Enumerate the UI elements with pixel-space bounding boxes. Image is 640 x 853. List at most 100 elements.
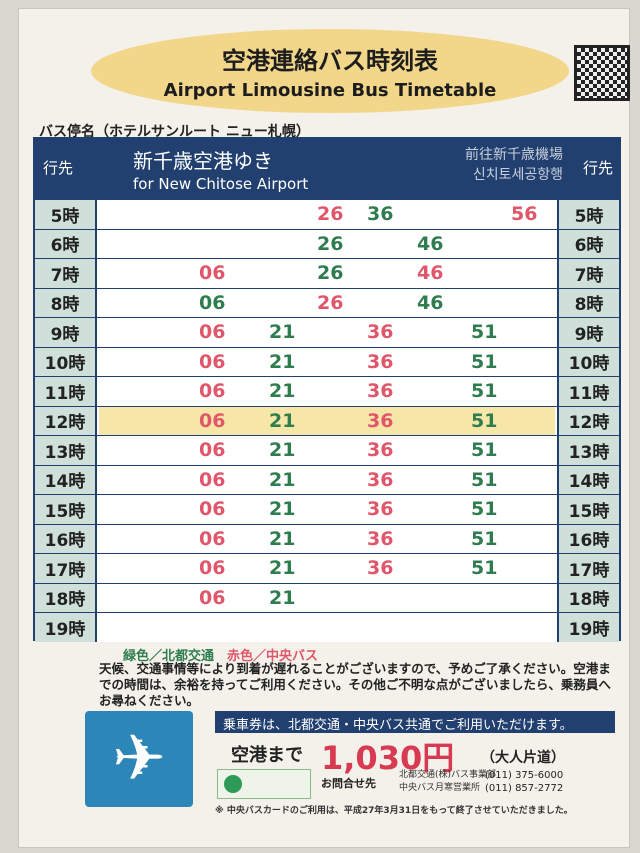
hour-label-left: 17時 <box>35 554 97 583</box>
departures: 06 26 46 <box>99 259 555 288</box>
departures: 26 36 56 <box>99 200 555 229</box>
table-row: 5時 26 36 56 5時 <box>35 199 619 229</box>
dest-label-left: 行先 <box>43 159 74 177</box>
hour-label-right: 8時 <box>557 288 619 317</box>
departure-minute-chuo: 06 <box>199 527 226 550</box>
hour-label-left: 8時 <box>35 288 97 317</box>
hour-label-left: 5時 <box>35 200 97 229</box>
departure-minute-hokuto: 51 <box>471 498 498 520</box>
dest-ko: 신치토세공항행 <box>472 167 563 183</box>
departure-minute-hokuto: 26 <box>317 232 344 255</box>
departure-minute-chuo: 06 <box>199 557 226 579</box>
hour-label-right: 12時 <box>557 406 619 435</box>
departure-minute-hokuto: 51 <box>471 409 498 432</box>
fare-price: 1,030円 <box>321 739 455 777</box>
hour-label-right: 13時 <box>557 436 619 465</box>
departure-minute-hokuto: 21 <box>269 350 296 373</box>
ticket-banner: 乗車券は、北都交通・中央バス共通でご利用いただけます。 <box>215 711 615 733</box>
departure-minute-hokuto: 21 <box>269 527 296 550</box>
departure-minute-chuo: 06 <box>199 586 226 609</box>
departure-minute-hokuto: 21 <box>269 380 296 402</box>
dest-other-langs: 前往新千歳機場 신치토세공항행 <box>465 145 563 185</box>
legend-chuo: 赤色／中央バス <box>227 649 319 664</box>
departures: 06 26 46 <box>99 289 555 318</box>
departure-minute-chuo: 56 <box>511 203 538 225</box>
departure-minute-hokuto: 51 <box>471 380 498 402</box>
departure-minute-hokuto: 21 <box>269 557 296 579</box>
departure-minute-chuo: 36 <box>367 350 394 373</box>
hour-label-right: 6時 <box>557 229 619 258</box>
hour-label-left: 6時 <box>35 229 97 258</box>
contact-label: お問合せ先 <box>321 777 376 790</box>
hour-label-right: 11時 <box>557 377 619 406</box>
hour-label-left: 13時 <box>35 436 97 465</box>
phone-2: (011) 857-2772 <box>485 783 564 794</box>
hour-label-left: 15時 <box>35 495 97 524</box>
departures <box>99 613 555 642</box>
dest-label-right: 行先 <box>582 159 613 177</box>
departures: 06 21 36 51 <box>99 466 555 495</box>
departure-minute-chuo: 36 <box>367 409 394 432</box>
departure-minute-chuo: 46 <box>417 262 444 284</box>
qr-code-icon <box>574 45 630 101</box>
departure-minute-chuo: 26 <box>317 291 344 314</box>
hour-label-left: 14時 <box>35 465 97 494</box>
departures: 06 21 36 51 <box>99 525 555 554</box>
departure-minute-chuo: 36 <box>367 439 394 461</box>
departure-minute-hokuto: 36 <box>367 203 394 225</box>
dest-en: for New Chitose Airport <box>133 175 309 193</box>
hour-label-right: 18時 <box>557 583 619 612</box>
contact-phones: (011) 375-6000 (011) 857-2772 <box>485 769 563 795</box>
contact-offices: 北都交通(株)バス事業部 中央バス月寒営業所 <box>399 769 496 795</box>
hour-label-left: 18時 <box>35 583 97 612</box>
legend-hokuto: 緑色／北都交通 <box>123 649 215 664</box>
title-banner: 空港連絡バス時刻表 Airport Limousine Bus Timetabl… <box>91 29 569 113</box>
departure-minute-chuo: 06 <box>199 439 226 461</box>
departure-minute-hokuto: 51 <box>471 557 498 579</box>
hour-label-right: 9時 <box>557 318 619 347</box>
table-row: 10時 06 21 36 51 10時 <box>35 346 619 376</box>
departure-minute-chuo: 36 <box>367 527 394 550</box>
departure-minute-hokuto: 51 <box>471 468 498 491</box>
hour-label-left: 9時 <box>35 318 97 347</box>
departure-minute-chuo: 06 <box>199 409 226 432</box>
table-row: 18時 06 21 18時 <box>35 582 619 613</box>
departure-minute-hokuto: 21 <box>269 439 296 461</box>
departure-minute-hokuto: 51 <box>471 439 498 461</box>
hour-label-right: 10時 <box>557 347 619 376</box>
departure-minute-chuo: 26 <box>317 203 344 225</box>
hour-label-left: 11時 <box>35 377 97 406</box>
hour-label-left: 10時 <box>35 347 97 376</box>
departure-minute-hokuto: 21 <box>269 468 296 491</box>
table-row: 7時 06 26 46 7時 <box>35 258 619 288</box>
departure-minute-chuo: 06 <box>199 380 226 402</box>
departures: 06 21 36 51 <box>99 377 555 406</box>
departure-minute-chuo: 36 <box>367 468 394 491</box>
hour-label-right: 14時 <box>557 465 619 494</box>
departure-minute-chuo: 36 <box>367 321 394 343</box>
departure-minute-chuo: 06 <box>199 498 226 520</box>
title-jp: 空港連絡バス時刻表 <box>222 47 438 75</box>
table-row: 12時 06 21 36 51 12時 <box>35 405 619 435</box>
departure-minute-hokuto: 46 <box>417 291 444 314</box>
table-row: 16時 06 21 36 51 16時 <box>35 523 619 554</box>
departure-minute-hokuto: 06 <box>199 291 226 314</box>
departure-minute-chuo: 36 <box>367 380 394 402</box>
color-legend: 緑色／北都交通 赤色／中央バス <box>123 645 318 664</box>
departures: 06 21 <box>99 584 555 613</box>
departure-minute-hokuto: 26 <box>317 262 344 284</box>
table-row: 17時 06 21 36 51 17時 <box>35 553 619 583</box>
footnote: ※ 中央バスカードのご利用は、平成27年3月31日をもって終了させていただきまし… <box>215 806 573 816</box>
hour-label-right: 7時 <box>557 259 619 288</box>
hour-label-left: 12時 <box>35 406 97 435</box>
fare-label: 空港まで <box>231 745 303 766</box>
table-row: 8時 06 26 46 8時 <box>35 287 619 318</box>
notice-text: 天候、交通事情等により到着が遅れることがございますので、予めご了承ください。空港… <box>99 661 611 708</box>
departures: 06 21 36 51 <box>99 554 555 583</box>
hour-label-right: 17時 <box>557 554 619 583</box>
departure-minute-chuo: 06 <box>199 262 226 284</box>
hour-label-left: 19時 <box>35 613 97 642</box>
departures: 06 21 36 51 <box>99 318 555 347</box>
hour-label-left: 7時 <box>35 259 97 288</box>
departure-minute-chuo: 06 <box>199 350 226 373</box>
